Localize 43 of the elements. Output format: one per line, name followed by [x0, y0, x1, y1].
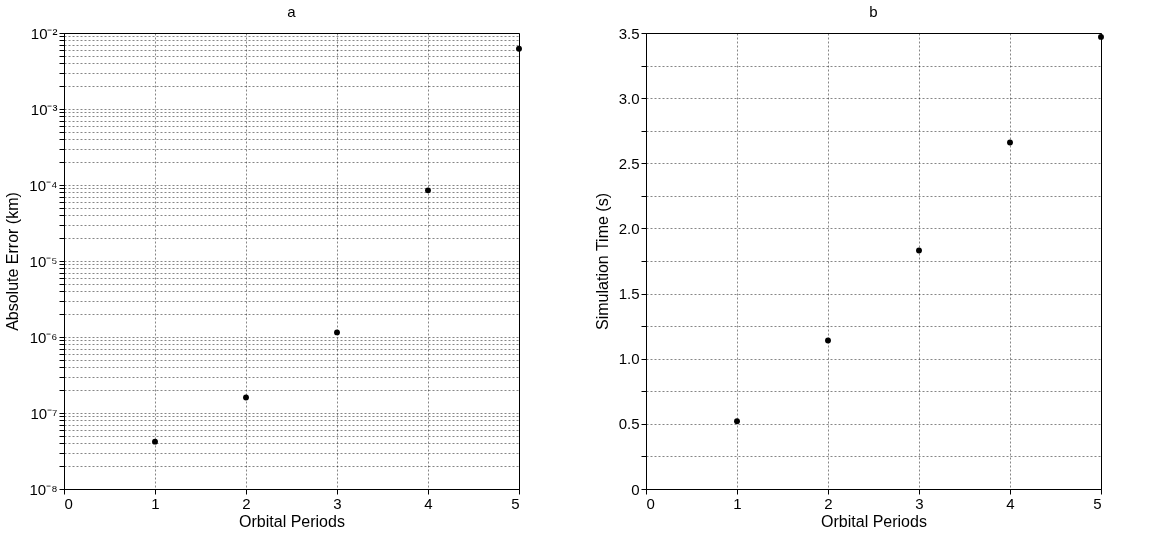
x-tick-label: 5 [511, 494, 520, 512]
x-axis-title: Orbital Periods [821, 512, 927, 530]
y-axis-title: Simulation Time (s) [593, 193, 611, 330]
y-tick-label: 1.0 [618, 350, 640, 368]
y-tick-label: 10⁻⁷ [30, 404, 58, 422]
x-axis-title: Orbital Periods [239, 512, 345, 530]
point [516, 45, 522, 52]
point [734, 418, 740, 425]
x-tick-label: 5 [1093, 494, 1102, 512]
y-tick-label: 3.5 [618, 24, 640, 42]
x-tick-label: 0 [646, 494, 655, 512]
x-tick-label: 3 [915, 494, 924, 512]
x-tick-label: 2 [242, 494, 251, 512]
y-tick-label: 2.5 [618, 154, 640, 172]
y-tick-label: 0.5 [618, 415, 640, 433]
x-tick-label: 1 [733, 494, 742, 512]
point [425, 187, 431, 194]
point [1098, 33, 1104, 40]
y-tick-label: 0 [631, 480, 640, 498]
point [152, 438, 158, 445]
point [916, 247, 922, 254]
chart-title: a [287, 3, 297, 20]
x-tick-label: 1 [151, 494, 160, 512]
y-tick-label: 10⁻³ [30, 100, 58, 118]
point [243, 394, 249, 401]
y-tick-label: 2.0 [618, 219, 640, 237]
x-tick-label: 4 [1006, 494, 1015, 512]
y-tick-label: 10⁻⁴ [29, 176, 58, 194]
point [334, 329, 340, 336]
x-tick-label: 0 [64, 494, 73, 512]
y-tick-label: 3.0 [618, 89, 640, 107]
chart-title: b [869, 3, 878, 20]
point [1007, 139, 1013, 146]
x-tick-label: 4 [424, 494, 433, 512]
x-tick-label: 2 [824, 494, 833, 512]
x-tick-label: 3 [333, 494, 342, 512]
y-tick-label: 10⁻⁶ [29, 328, 58, 346]
y-tick-label: 10⁻² [30, 24, 58, 42]
y-tick-label: 1.5 [618, 285, 640, 303]
point [825, 337, 831, 344]
y-tick-label: 10⁻⁵ [29, 252, 58, 270]
y-axis-title: Absolute Error (km) [4, 192, 22, 331]
y-tick-label: 10⁻⁸ [29, 480, 58, 498]
